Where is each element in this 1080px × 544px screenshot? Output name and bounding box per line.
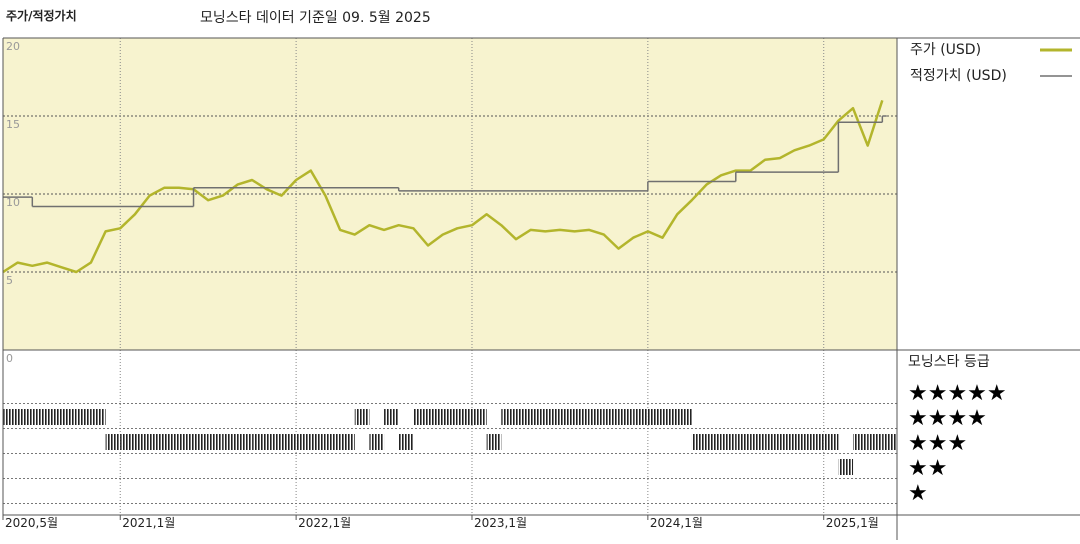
rating-bar <box>838 459 854 475</box>
rating-bar <box>867 434 883 450</box>
x-tick-label: 2023,1월 <box>474 516 527 530</box>
rating-bar <box>677 409 692 425</box>
rating-bar <box>515 409 531 425</box>
rating-bar <box>501 409 516 425</box>
rating-bar <box>691 434 707 450</box>
rating-level-label: ★★ <box>908 456 947 481</box>
rating-bar <box>413 409 429 425</box>
rating-bar <box>647 409 663 425</box>
rating-bar <box>823 434 839 450</box>
rating-bar <box>90 409 106 425</box>
rating-bar <box>237 434 253 450</box>
rating-bar <box>457 409 472 425</box>
rating-bar <box>589 409 604 425</box>
rating-bar <box>853 434 868 450</box>
rating-level-label: ★ <box>908 481 928 506</box>
rating-bar <box>618 409 634 425</box>
rating-bar <box>633 409 648 425</box>
y-tick-label: 15 <box>6 118 20 131</box>
rating-bar <box>61 409 77 425</box>
rating-level-label: ★★★ <box>908 431 967 456</box>
y-tick-label: 5 <box>6 274 13 287</box>
legend-label: 적정가치 (USD) <box>910 68 1007 84</box>
x-tick-label: 2020,5월 <box>5 516 58 530</box>
rating-bar <box>120 434 135 450</box>
rating-bar <box>574 409 590 425</box>
legend-label: 주가 (USD) <box>910 42 981 58</box>
x-tick-label: 2025,1월 <box>826 516 879 530</box>
rating-bar <box>779 434 795 450</box>
rating-bar <box>809 434 824 450</box>
y-tick-label: 10 <box>6 196 20 209</box>
rating-bar <box>530 409 546 425</box>
rating-bar <box>486 434 502 450</box>
rating-bar <box>178 434 194 450</box>
rating-bar <box>134 434 150 450</box>
rating-bar <box>735 434 751 450</box>
y-tick-label: 20 <box>6 40 20 53</box>
rating-bar <box>384 409 399 425</box>
rating-bar <box>281 434 297 450</box>
rating-bar <box>471 409 487 425</box>
rating-bar <box>76 409 91 425</box>
rating-bar <box>442 409 458 425</box>
plot-layer: 0 5 10 15 20 2020,5월 2021,1월 2022,1월 2023,1월 2024… <box>2 38 1072 530</box>
rating-bar <box>340 434 355 450</box>
rating-bar <box>354 409 370 425</box>
rating-bar <box>105 434 121 450</box>
rating-level-label: ★★★★★ <box>908 381 1007 406</box>
rating-bar <box>164 434 179 450</box>
y-tick-label: 0 <box>6 352 13 365</box>
x-tick-label: 2024,1월 <box>650 516 703 530</box>
rating-bar <box>398 434 414 450</box>
rating-bar <box>545 409 560 425</box>
rating-level-label: ★★★★ <box>908 406 987 431</box>
rating-bar <box>208 434 223 450</box>
x-tick-label: 2022,1월 <box>298 516 351 530</box>
rating-bar <box>46 409 62 425</box>
frame <box>2 37 1080 540</box>
rating-bar <box>794 434 810 450</box>
rating-bar <box>882 434 897 450</box>
rating-bar <box>721 434 736 450</box>
rating-bar <box>750 434 766 450</box>
rating-bar <box>325 434 341 450</box>
rating-bar <box>765 434 780 450</box>
rating-bar <box>222 434 238 450</box>
rating-bar <box>296 434 311 450</box>
rating-bar <box>603 409 619 425</box>
rating-bar <box>193 434 209 450</box>
plot-background <box>3 38 897 350</box>
ratings-title: 모닝스타 등급 <box>908 354 990 370</box>
rating-bar <box>706 434 722 450</box>
rating-bar <box>559 409 575 425</box>
rating-bar <box>369 434 385 450</box>
rating-bar <box>32 409 47 425</box>
rating-bar <box>3 409 18 425</box>
rating-bar <box>310 434 326 450</box>
price-line <box>2 100 884 274</box>
chart-subtitle: 모닝스타 데이터 기준일 09. 5월 2025 <box>200 10 431 26</box>
rating-bar <box>428 409 443 425</box>
x-tick-label: 2021,1월 <box>122 516 175 530</box>
rating-bar <box>149 434 165 450</box>
chart-title: 주가/적정가치 <box>6 8 77 23</box>
rating-bar <box>266 434 282 450</box>
rating-bar <box>252 434 267 450</box>
rating-bar <box>662 409 678 425</box>
rating-bar <box>17 409 33 425</box>
